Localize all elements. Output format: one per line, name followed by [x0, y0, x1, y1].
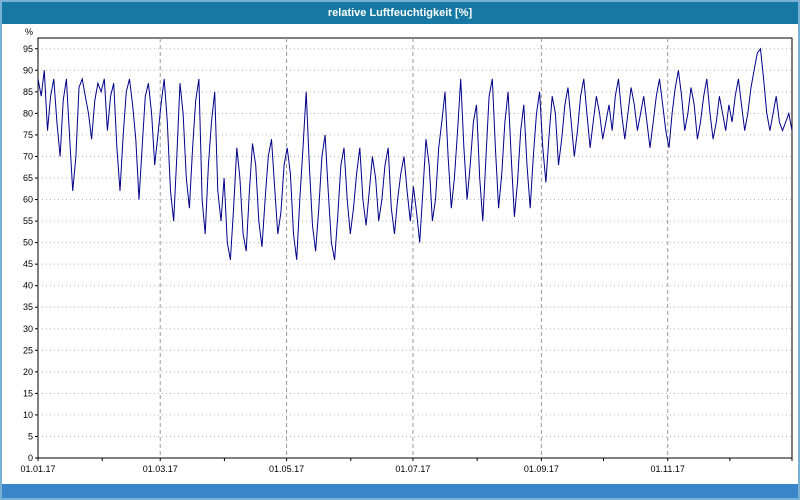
x-tick-label: 01.09.17 — [524, 464, 559, 474]
y-tick-label: 25 — [23, 345, 33, 355]
x-tick-label: 01.07.17 — [395, 464, 430, 474]
y-tick-label: 60 — [23, 195, 33, 205]
y-tick-label: 90 — [23, 65, 33, 75]
y-tick-label: 15 — [23, 388, 33, 398]
plot-border — [37, 37, 793, 459]
title-bar: relative Luftfeuchtigkeit [%] — [2, 2, 798, 24]
y-tick-label: 20 — [23, 367, 33, 377]
y-tick-label: 0 — [28, 453, 33, 463]
y-tick-label: 55 — [23, 216, 33, 226]
y-tick-label: 35 — [23, 302, 33, 312]
x-tick-label: 01.03.17 — [143, 464, 178, 474]
humidity-line-chart: 0 5 10 15 20 25 30 35 40 45 50 55 60 65 70 75 80 85 90 95% 0… — [20, 27, 793, 474]
x-tick-label: 01.05.17 — [269, 464, 304, 474]
x-tick-label: 01.01.17 — [20, 464, 55, 474]
y-tick-label: 70 — [23, 151, 33, 161]
chart-area: 0 5 10 15 20 25 30 35 40 45 50 55 60 65 70 75 80 85 90 95% 0… — [2, 24, 798, 484]
window-title: relative Luftfeuchtigkeit [%] — [327, 7, 473, 19]
horizontal-scrollbar[interactable] — [2, 484, 798, 498]
y-axis-unit-label: % — [25, 27, 33, 37]
x-tick-label: 01.11.17 — [651, 464, 685, 474]
y-tick-label: 80 — [23, 108, 33, 118]
y-tick-label: 95 — [23, 44, 33, 54]
y-tick-label: 85 — [23, 87, 33, 97]
y-tick-label: 75 — [23, 130, 33, 140]
y-tick-label: 40 — [23, 281, 33, 291]
y-tick-label: 5 — [28, 431, 33, 441]
y-tick-label: 30 — [23, 324, 33, 334]
y-tick-label: 45 — [23, 259, 33, 269]
y-tick-label: 65 — [23, 173, 33, 183]
humidity-series-line — [37, 47, 793, 260]
y-tick-label: 10 — [23, 410, 33, 420]
y-tick-label: 50 — [23, 238, 33, 248]
